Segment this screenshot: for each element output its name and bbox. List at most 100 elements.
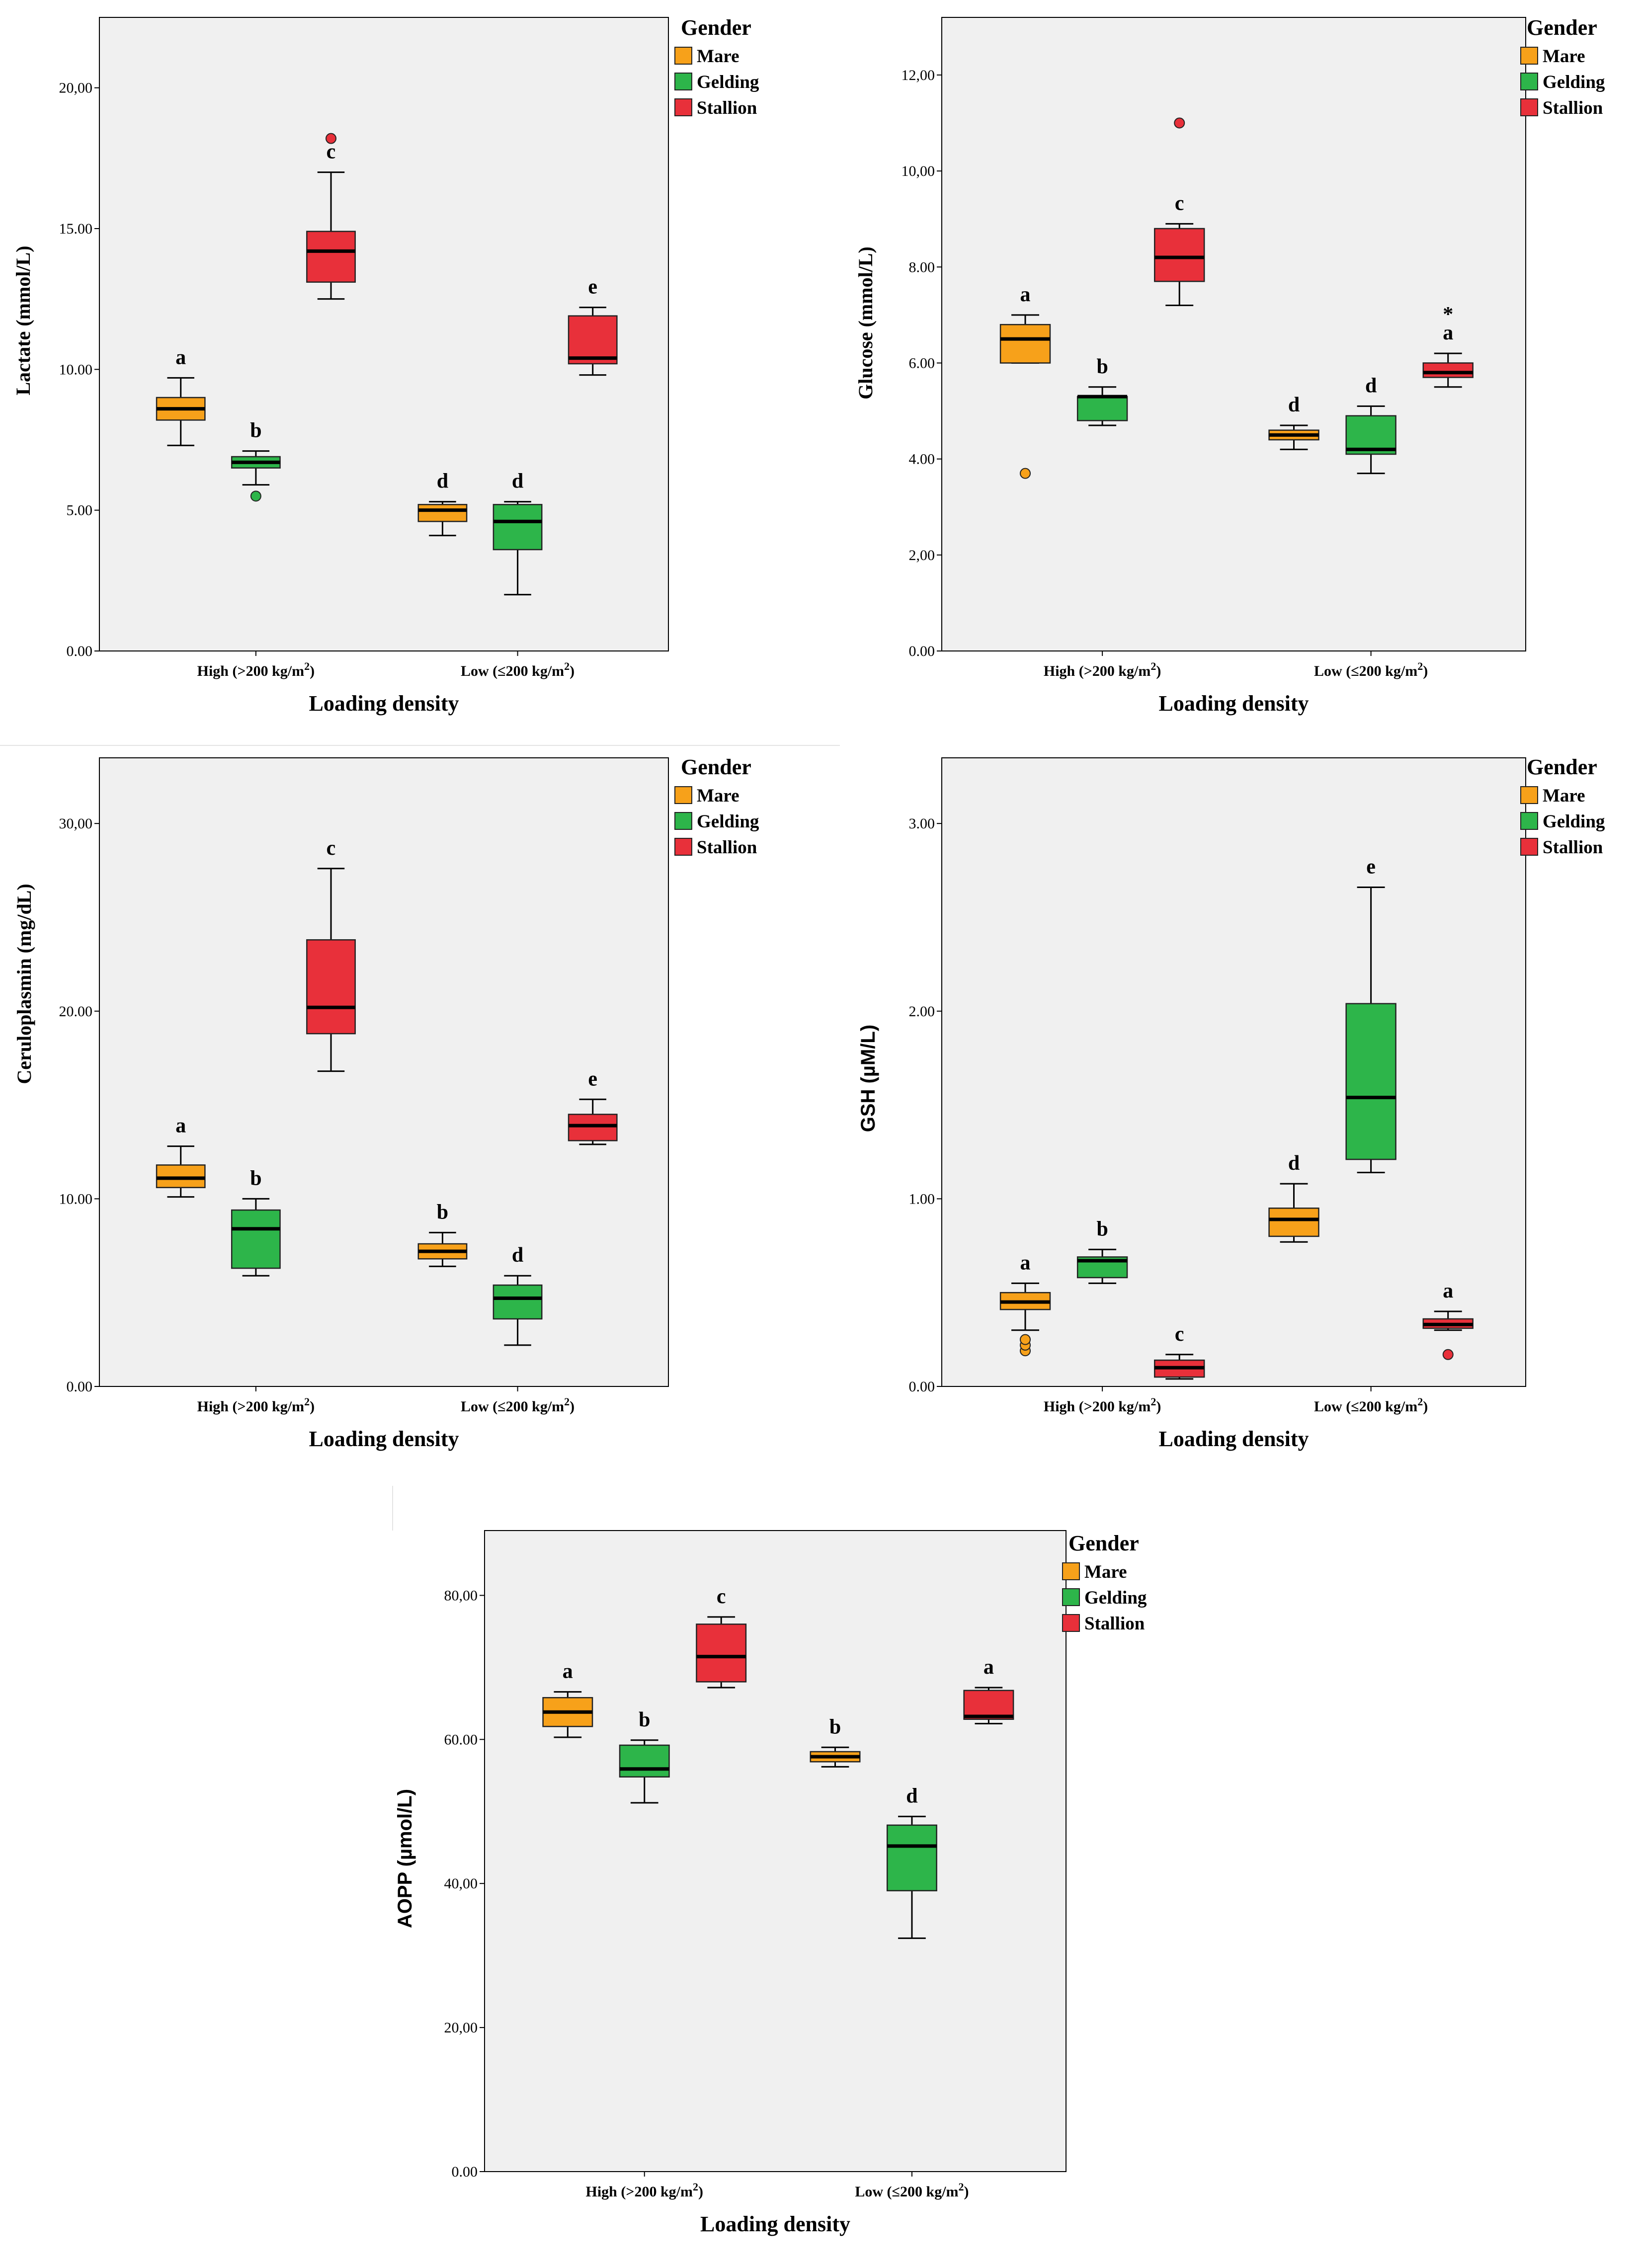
y-axis-title: Ceruloplasmin (mg/dL) — [13, 884, 35, 1084]
significance-label: e — [1366, 856, 1376, 879]
significance-label: b — [829, 1715, 841, 1738]
legend-label-mare: Mare — [697, 46, 739, 67]
legend: Gender Mare Gelding Stallion — [674, 15, 759, 118]
box-iqr — [492, 504, 543, 551]
y-tick-label: 80,00 — [444, 1587, 478, 1604]
significance-label: a — [984, 1656, 994, 1679]
outlier-point — [250, 490, 261, 502]
x-axis-title: Loading density — [700, 2212, 850, 2236]
x-axis-title: Loading density — [309, 1427, 459, 1451]
box-iqr — [231, 1209, 281, 1269]
y-tick-label: 30,00 — [59, 815, 93, 832]
legend-label-stallion: Stallion — [1543, 837, 1603, 858]
box-iqr — [417, 504, 468, 522]
box-iqr — [306, 231, 356, 283]
significance-label: b — [437, 1201, 448, 1223]
box-stallion: *a — [1422, 303, 1474, 388]
legend-label-gelding: Gelding — [1084, 1588, 1147, 1608]
y-tick-label: 3.00 — [909, 815, 935, 832]
legend-swatch-mare — [1520, 786, 1538, 804]
box-mare: b — [810, 1715, 861, 1768]
significance-label: d — [1365, 374, 1377, 397]
legend-label-stallion: Stallion — [1084, 1614, 1145, 1634]
y-tick-label: 12,00 — [902, 67, 935, 83]
legend-label-gelding: Gelding — [697, 811, 759, 832]
legend-label-mare: Mare — [1543, 46, 1585, 67]
y-axis-title: GSH (µM/L) — [857, 1025, 879, 1132]
significance-label: b — [1096, 355, 1108, 378]
box-iqr — [1345, 1003, 1396, 1160]
legend-label-gelding: Gelding — [1543, 811, 1605, 832]
legend-swatch-stallion — [1062, 1614, 1080, 1632]
outlier-point — [326, 133, 337, 144]
box-gelding: b — [231, 419, 281, 502]
outlier-point — [1020, 468, 1031, 479]
y-tick-label: 10.00 — [59, 1191, 93, 1207]
significance-label: a — [1443, 1280, 1453, 1302]
significance-label: d — [1288, 394, 1300, 416]
legend-swatch-stallion — [674, 838, 692, 856]
box-iqr — [696, 1623, 747, 1683]
significance-label: b — [250, 419, 261, 442]
legend-swatch-gelding — [1520, 73, 1538, 90]
x-tick-label: High (>200 kg/m2) — [1044, 1395, 1161, 1415]
box-mare: b — [417, 1201, 468, 1267]
significance-label: c — [1175, 1323, 1184, 1346]
box-gelding: b — [231, 1167, 281, 1277]
box-gelding: d — [886, 1784, 937, 1939]
x-axis-title: Loading density — [309, 691, 459, 716]
x-tick-label: High (>200 kg/m2) — [197, 660, 315, 680]
significance-label: b — [250, 1167, 261, 1190]
plot-area — [484, 1530, 1067, 2172]
legend-swatch-mare — [674, 786, 692, 804]
legend: Gender Mare Gelding Stallion — [1062, 1531, 1147, 1634]
y-tick-label: 4.00 — [909, 451, 935, 468]
box-stallion: e — [568, 1067, 618, 1145]
box-iqr — [306, 939, 356, 1035]
box-iqr — [1268, 1208, 1319, 1237]
y-tick-label: 15.00 — [59, 221, 93, 237]
x-axis-title: Loading density — [1159, 691, 1309, 716]
y-tick-label: 0.00 — [67, 1378, 93, 1395]
y-axis-title: AOPP (µmol/L) — [394, 1789, 416, 1928]
x-tick-label: Low (≤200 kg/m2) — [1314, 1395, 1428, 1415]
y-tick-label: 5.00 — [67, 502, 93, 519]
significance-label: b — [1096, 1217, 1108, 1240]
outlier-point — [1442, 1349, 1454, 1360]
box-iqr — [886, 1824, 937, 1891]
legend-swatch-stallion — [1520, 838, 1538, 856]
significance-label: a — [175, 346, 186, 369]
y-tick-label: 20.00 — [59, 1003, 93, 1020]
significance-label: d — [512, 1244, 523, 1267]
legend-swatch-mare — [1520, 47, 1538, 65]
y-tick-label: 0.00 — [452, 2164, 478, 2180]
box-gelding: d — [492, 1244, 543, 1346]
outlier-point — [1174, 117, 1185, 129]
y-tick-label: 20,00 — [444, 2020, 478, 2036]
significance-label: a — [1020, 283, 1031, 306]
box-iqr — [1154, 228, 1205, 282]
x-tick-label: High (>200 kg/m2) — [1044, 660, 1161, 680]
legend-label-mare: Mare — [1084, 1562, 1127, 1582]
box-mare: a — [156, 346, 206, 446]
box-stallion: c — [1154, 117, 1205, 307]
legend-title: Gender — [681, 755, 751, 779]
box-stallion: c — [306, 133, 356, 300]
legend-swatch-gelding — [674, 73, 692, 90]
box-stallion: e — [568, 276, 618, 376]
box-stallion: c — [1154, 1323, 1205, 1380]
y-tick-label: 2.00 — [909, 1003, 935, 1020]
x-axis-title: Loading density — [1159, 1427, 1309, 1451]
x-tick-label: High (>200 kg/m2) — [197, 1395, 315, 1415]
legend-label-stallion: Stallion — [1543, 98, 1603, 118]
legend: Gender Mare Gelding Stallion — [1520, 755, 1605, 858]
chart-gsh: 0.00 1.00 2.00 3.00 High (>200 kg/m2) Low (≤2… — [857, 755, 1605, 1451]
plot-area — [99, 757, 669, 1387]
legend-title: Gender — [681, 15, 751, 40]
legend: Gender Mare Gelding Stallion — [1520, 15, 1605, 118]
y-tick-label: 8.00 — [909, 259, 935, 275]
box-gelding: d — [492, 470, 543, 596]
legend: Gender Mare Gelding Stallion — [674, 755, 759, 858]
legend-swatch-stallion — [674, 98, 692, 116]
